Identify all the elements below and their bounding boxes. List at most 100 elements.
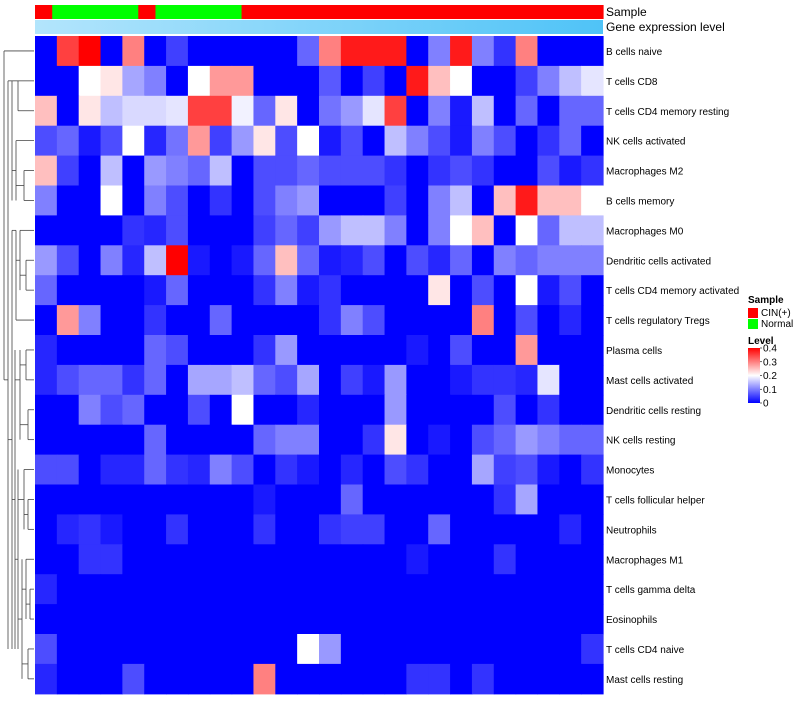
heatmap-cell	[471, 185, 495, 216]
heatmap-cell	[559, 335, 582, 366]
heatmap-cell	[537, 275, 560, 306]
heatmap-cell	[187, 394, 211, 426]
heatmap-cell	[100, 634, 123, 665]
heatmap-cell	[340, 484, 364, 515]
heatmap-cell	[56, 604, 80, 635]
row-label: Monocytes	[606, 466, 654, 477]
heatmap-cell	[297, 125, 320, 157]
heatmap-cell	[471, 574, 495, 605]
heatmap-cell	[253, 155, 276, 187]
heatmap-cell	[78, 454, 102, 486]
heatmap-cell	[471, 215, 495, 246]
heatmap-cell	[166, 125, 189, 157]
heatmap-cell	[450, 95, 473, 127]
legend-sample-items: CIN(+)Normal	[748, 308, 793, 330]
heatmap-cell	[559, 155, 582, 187]
heatmap-cell	[537, 65, 560, 97]
heatmap-cell	[319, 275, 342, 306]
heatmap-cell	[362, 454, 386, 486]
legend-sample-title: Sample	[748, 295, 784, 306]
heatmap-cell	[297, 215, 320, 246]
heatmap-cell	[340, 335, 364, 366]
heatmap-cell	[209, 215, 233, 246]
heatmap-cell	[253, 424, 276, 456]
heatmap-cell	[384, 634, 407, 665]
heatmap-cell	[100, 125, 123, 157]
heatmap-cell	[209, 245, 233, 276]
heatmap-cell	[297, 95, 320, 127]
heatmap-cell	[581, 65, 604, 97]
sample-annotation-cell	[362, 5, 380, 19]
heatmap-cell	[35, 335, 58, 366]
heatmap-cell	[166, 215, 189, 246]
heatmap-cell	[231, 364, 255, 396]
heatmap-cell	[559, 424, 582, 456]
heatmap-cell	[100, 95, 123, 127]
heatmap-cell	[231, 574, 255, 605]
heatmap-cell	[537, 305, 560, 336]
heatmap-cell	[362, 125, 386, 157]
heatmap-cell	[144, 544, 167, 575]
row-label: Mast cells resting	[606, 675, 683, 686]
heatmap-cell	[537, 484, 560, 515]
heatmap-cell	[297, 275, 320, 306]
heatmap-cell	[450, 305, 473, 336]
heatmap-cell	[384, 454, 407, 486]
sample-annotation-cell	[448, 5, 466, 19]
heatmap-cell	[559, 634, 582, 665]
heatmap-cell	[515, 484, 539, 515]
heatmap-cell	[100, 604, 123, 635]
heatmap-cell	[253, 394, 276, 426]
heatmap-cell	[231, 245, 255, 276]
row-label: T cells CD4 naive	[606, 645, 685, 656]
heatmap-cell	[209, 95, 233, 127]
heatmap-cell	[471, 424, 495, 456]
heatmap-cell	[319, 185, 342, 216]
heatmap-cell	[166, 484, 189, 515]
heatmap-cell	[100, 454, 123, 486]
heatmap-cell	[144, 245, 167, 276]
heatmap-cell	[100, 185, 123, 216]
heatmap-cell	[428, 36, 451, 67]
heatmap-cell	[187, 454, 211, 486]
heatmap-cell	[297, 185, 320, 216]
heatmap-cell	[187, 36, 211, 67]
heatmap-cell	[297, 634, 320, 665]
row-label: Mast cells activated	[606, 376, 693, 387]
heatmap-cell	[56, 275, 80, 306]
sample-annotation-cell	[172, 5, 191, 19]
heatmap-cell	[100, 215, 123, 246]
heatmap-cell	[428, 634, 451, 665]
sample-annotation-cell	[465, 5, 484, 19]
heatmap-cell	[450, 484, 473, 515]
row-label: Macrophages M1	[606, 555, 684, 566]
heatmap-cell	[493, 335, 517, 366]
heatmap-cell	[450, 424, 473, 456]
heatmap-cell	[297, 364, 320, 396]
heatmap-cell	[406, 305, 429, 336]
heatmap-cell	[515, 514, 539, 545]
heatmap-cell	[559, 305, 582, 336]
heatmap-cell	[428, 335, 451, 366]
row-label: Dendritic cells resting	[606, 406, 701, 417]
heatmap-cell	[450, 155, 473, 187]
heatmap-cell	[319, 454, 342, 486]
heatmap-cell	[319, 95, 342, 127]
heatmap-cell	[581, 574, 604, 605]
heatmap-cell	[493, 125, 517, 157]
sample-annotation-cell	[35, 5, 53, 19]
heatmap-cell	[209, 634, 233, 665]
heatmap-cell	[340, 604, 364, 635]
sample-annotation-cell	[69, 5, 88, 19]
heatmap-cell	[471, 454, 495, 486]
heatmap-cell	[559, 185, 582, 216]
heatmap-cell	[493, 364, 517, 396]
legend-swatch	[748, 308, 758, 318]
heatmap-cell	[450, 604, 473, 635]
heatmap-cell	[319, 364, 342, 396]
heatmap-cell	[428, 394, 451, 426]
heatmap-cell	[35, 394, 58, 426]
heatmap-cell	[471, 65, 495, 97]
heatmap-cell	[35, 125, 58, 157]
heatmap-cell	[384, 305, 407, 336]
